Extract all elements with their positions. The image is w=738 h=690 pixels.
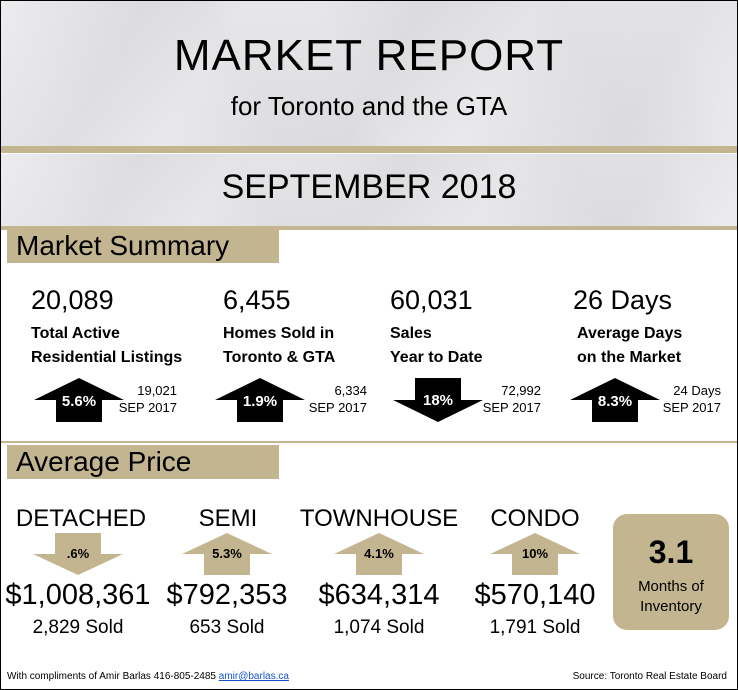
type-detached-sold: 2,829 Sold [32,617,124,638]
stat-sales-ytd-change: 18% [422,392,454,409]
type-condo-change: 10% [521,546,549,561]
tan-divider-band [1,146,737,153]
section-divider [1,441,737,443]
arrow-down-icon [33,533,123,575]
inventory-label-line: Inventory [640,598,702,615]
prev-value: 72,992 [501,383,541,398]
type-semi-sold: 653 Sold [189,617,265,638]
stat-label-line: Residential Listings [31,349,183,366]
prev-value: 6,334 [334,383,367,398]
type-townhouse-price: $634,314 [318,579,440,611]
market-summary-heading: Market Summary [7,229,279,263]
type-townhouse-label: TOWNHOUSE [299,505,459,532]
stat-days-on-market-previous: 24 Days SEP 2017 [657,382,721,416]
prev-period: SEP 2017 [308,400,367,415]
report-month: SEPTEMBER 2018 [221,168,517,206]
type-townhouse-sold: 1,074 Sold [333,617,425,638]
type-condo-label: CONDO [490,505,580,532]
arrow-down-icon [393,378,483,422]
type-detached-price: $1,008,361 [5,579,151,611]
prev-period: SEP 2017 [662,400,721,415]
average-price-heading: Average Price [7,445,279,479]
stat-listings-previous: 19,021 SEP 2017 [113,382,177,416]
stat-homes-sold-label: Homes Sold in Toronto & GTA [223,322,335,370]
footer-source: Source: Toronto Real Estate Board [572,671,727,682]
arrow-up-icon [215,378,305,422]
stat-days-on-market-label: Average Days on the Market [577,322,682,370]
stat-label-line: Total Active [31,325,120,342]
stat-sales-ytd-label: Sales Year to Date [390,322,482,370]
stat-listings-label: Total Active Residential Listings [31,322,182,370]
type-townhouse-change: 4.1% [364,546,394,561]
stat-days-on-market-change: 8.3% [597,393,633,410]
stat-label-line: Sales [390,325,432,342]
stat-sales-ytd-previous: 72,992 SEP 2017 [477,382,541,416]
inventory-value: 3.1 [648,534,694,570]
compliments-text: With compliments of Amir Barlas 416-805-… [7,671,216,682]
stat-homes-sold-previous: 6,334 SEP 2017 [303,382,367,416]
type-semi-price: $792,353 [166,579,288,611]
type-detached-change: .6% [66,546,90,561]
stat-label-line: Homes Sold in [223,325,335,342]
prev-value: 24 Days [673,383,721,398]
arrow-up-icon [34,378,124,422]
inventory-label-line: Months of [638,578,704,595]
stat-label-line: on the Market [577,349,682,366]
stat-days-on-market-value: 26 Days [573,285,673,315]
type-condo-sold: 1,791 Sold [489,617,581,638]
tan-divider-band [1,226,737,230]
arrow-up-icon [334,533,424,575]
stat-sales-ytd-value: 60,031 [390,285,473,315]
stat-listings-value: 20,089 [31,285,114,315]
marble-month-background [1,154,737,226]
prev-period: SEP 2017 [118,400,177,415]
arrow-up-icon [570,378,660,422]
stat-label-line: Toronto & GTA [223,349,336,366]
type-detached-label: DETACHED [15,505,147,532]
marble-header-background [1,1,737,146]
type-condo-price: $570,140 [474,579,596,611]
footer-compliments: With compliments of Amir Barlas 416-805-… [7,671,289,682]
stat-listings-change: 5.6% [61,393,97,410]
report-title: MARKET REPORT [173,31,565,80]
arrow-up-icon [182,533,272,575]
prev-period: SEP 2017 [482,400,541,415]
prev-value: 19,021 [137,383,177,398]
report-subtitle: for Toronto and the GTA [230,91,508,121]
stat-homes-sold-value: 6,455 [223,285,291,315]
type-semi-change: 5.3% [212,546,242,561]
stat-label-line: Year to Date [390,349,483,366]
months-of-inventory-box: 3.1 Months of Inventory [613,514,729,630]
arrow-up-icon [490,533,580,575]
stat-homes-sold-change: 1.9% [242,393,278,410]
inventory-label: Months of Inventory [613,577,729,617]
type-semi-label: SEMI [198,505,258,532]
email-link[interactable]: amir@barlas.ca [218,671,289,682]
stat-label-line: Average Days [577,325,683,342]
